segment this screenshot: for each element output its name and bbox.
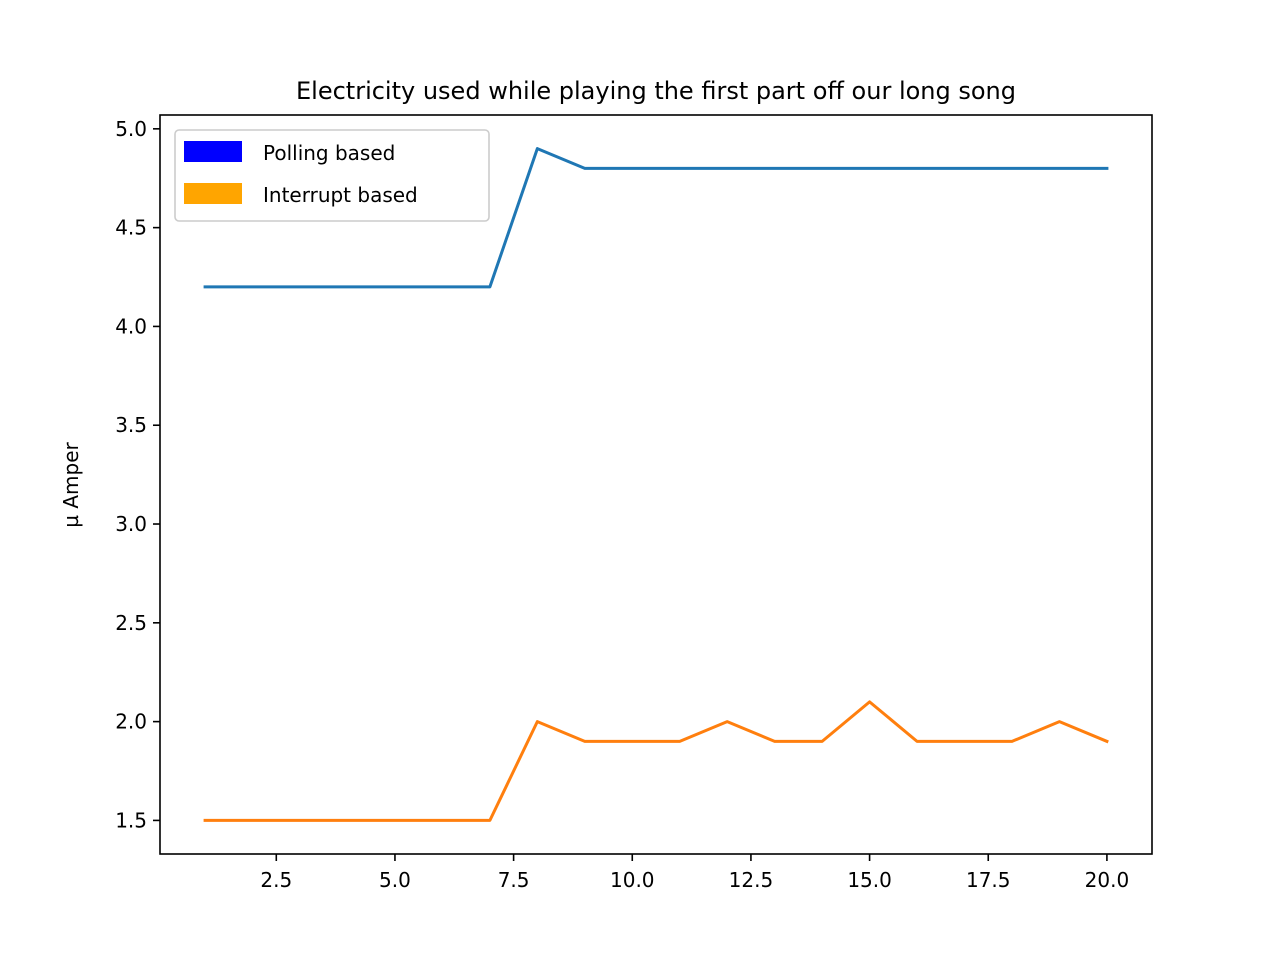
legend-swatch xyxy=(184,141,242,162)
x-tick-label: 5.0 xyxy=(379,868,411,892)
series-line-2 xyxy=(203,700,1109,822)
y-tick-label: 2.0 xyxy=(115,710,147,734)
x-tick-label: 17.5 xyxy=(966,868,1011,892)
y-tick-label: 2.5 xyxy=(115,611,147,635)
y-tick-label: 3.5 xyxy=(115,413,147,437)
y-tick-label: 4.0 xyxy=(115,314,147,338)
y-tick-label: 5.0 xyxy=(115,117,147,141)
legend: Polling based Interrupt based xyxy=(174,129,490,222)
x-axis: 2.5 5.0 7.5 10.0 12.5 15.0 17.5 20.0 xyxy=(260,854,1129,892)
series-line-1 xyxy=(203,147,1109,289)
legend-label: Polling based xyxy=(263,141,395,165)
legend-box xyxy=(174,129,490,222)
y-tick-label: 4.5 xyxy=(115,216,147,240)
y-tick-label: 3.0 xyxy=(115,512,147,536)
x-tick-label: 20.0 xyxy=(1085,868,1130,892)
chart-title: Electricity used while playing the first… xyxy=(296,77,1016,105)
plot-frame xyxy=(159,114,1153,855)
x-tick-label: 15.0 xyxy=(847,868,892,892)
plot-area xyxy=(160,115,1152,854)
x-tick-label: 12.5 xyxy=(729,868,774,892)
legend-label: Interrupt based xyxy=(263,183,418,207)
x-tick-label: 10.0 xyxy=(610,868,655,892)
legend-swatch xyxy=(184,183,242,204)
y-tick-label: 1.5 xyxy=(115,808,147,832)
y-axis-label: µ Amper xyxy=(59,441,83,527)
y-axis: 1.5 2.0 2.5 3.0 3.5 4.0 4.5 5.0 xyxy=(115,117,160,832)
series-layer xyxy=(203,147,1109,822)
x-tick-label: 2.5 xyxy=(260,868,292,892)
x-tick-label: 7.5 xyxy=(498,868,530,892)
